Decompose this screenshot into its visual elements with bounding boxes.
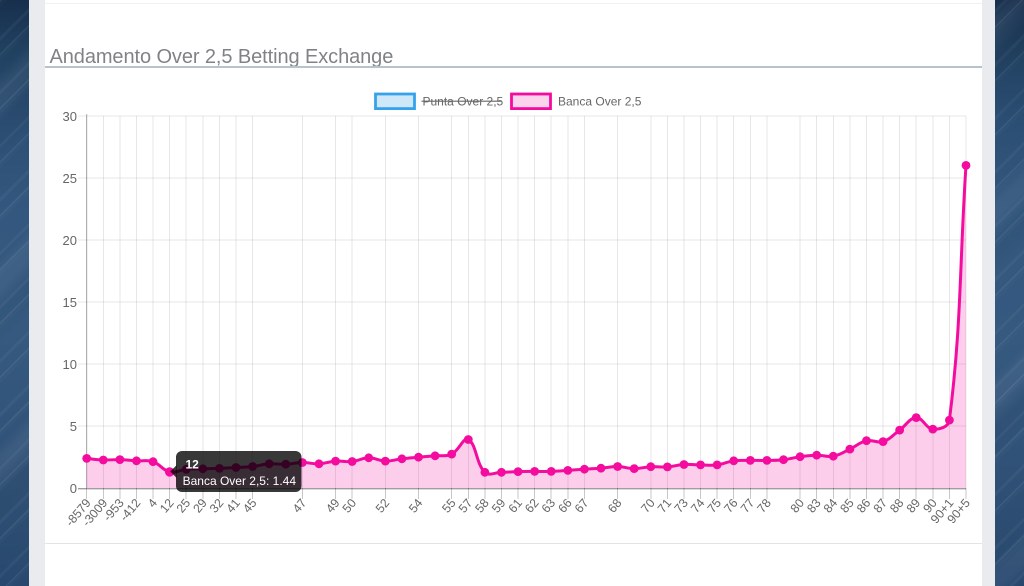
svg-text:30: 30 bbox=[63, 109, 77, 124]
svg-text:0: 0 bbox=[70, 481, 77, 496]
svg-text:47: 47 bbox=[290, 496, 310, 516]
svg-text:25: 25 bbox=[63, 171, 77, 186]
svg-text:12: 12 bbox=[186, 457, 200, 471]
svg-text:54: 54 bbox=[406, 496, 426, 516]
svg-text:15: 15 bbox=[63, 295, 77, 310]
svg-text:20: 20 bbox=[63, 233, 77, 248]
svg-text:Banca Over 2,5: 1.44: Banca Over 2,5: 1.44 bbox=[183, 474, 297, 488]
svg-text:10: 10 bbox=[63, 357, 77, 372]
svg-text:68: 68 bbox=[605, 496, 625, 516]
svg-text:52: 52 bbox=[373, 496, 393, 516]
svg-text:5: 5 bbox=[70, 419, 77, 434]
svg-text:45: 45 bbox=[240, 496, 260, 516]
svg-text:67: 67 bbox=[572, 496, 592, 516]
svg-text:50: 50 bbox=[340, 496, 360, 516]
svg-text:Banca Over 2,5: Banca Over 2,5 bbox=[558, 94, 642, 108]
svg-text:78: 78 bbox=[754, 496, 774, 516]
